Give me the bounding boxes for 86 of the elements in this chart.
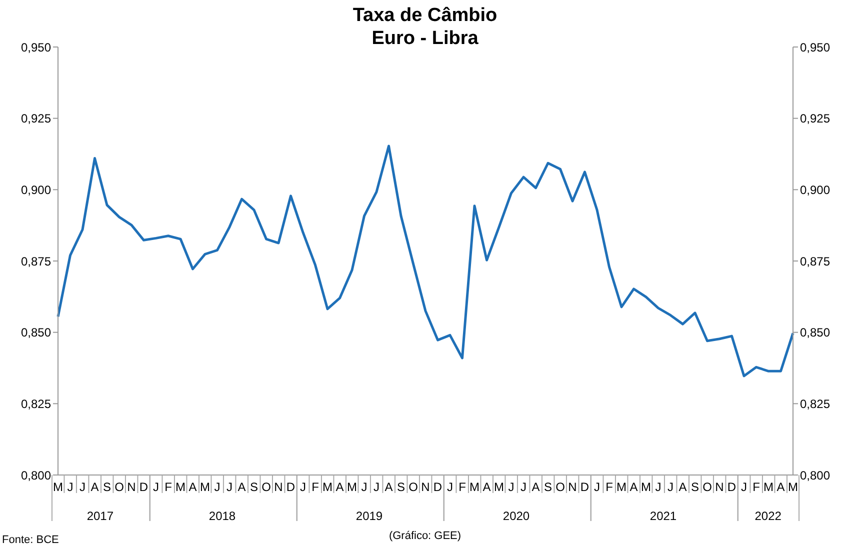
- x-tick-label: S: [102, 480, 112, 494]
- x-tick-label: M: [322, 480, 332, 494]
- x-tick-label: A: [532, 480, 540, 494]
- x-tick-label: O: [408, 480, 418, 494]
- x-tick-label: F: [312, 480, 319, 494]
- y2-tick-label: 0,950: [800, 40, 830, 54]
- x-tick-label: J: [447, 480, 453, 494]
- x-tick-label: A: [630, 480, 638, 494]
- y-tick-label: 0,850: [20, 326, 52, 340]
- y-tick-label: 0,900: [20, 182, 52, 197]
- x-tick-label: A: [678, 480, 687, 494]
- x-tick-label: J: [655, 480, 662, 494]
- x-tick-label: M: [200, 480, 210, 494]
- x-tick-label: M: [764, 480, 774, 494]
- source-note: Fonte: BCE: [2, 534, 59, 546]
- x-tick-label: M: [788, 480, 798, 494]
- x-tick-label: S: [396, 480, 406, 494]
- text: 2017: [86, 509, 114, 523]
- x-tick-label: J: [374, 480, 380, 494]
- x-tick-label: F: [752, 480, 760, 494]
- x-tick-label: A: [238, 480, 246, 494]
- x-tick-label: J: [520, 480, 526, 494]
- y2-tick-label: 0,900: [800, 182, 830, 197]
- x-tick-label: J: [300, 480, 306, 494]
- x-tick-label: A: [336, 480, 344, 494]
- x-tick-label: A: [776, 480, 785, 494]
- x-tick-label: J: [67, 480, 74, 494]
- x-tick-label: M: [347, 480, 357, 494]
- y-tick-label: 0,950: [20, 40, 52, 54]
- x-tick-label: F: [606, 480, 613, 494]
- y-tick-label: 0,800: [20, 468, 52, 482]
- text: 2020: [502, 509, 530, 523]
- x-tick-label: J: [80, 480, 86, 494]
- x-tick-label: N: [715, 480, 724, 494]
- x-tick-label: M: [53, 480, 63, 494]
- text: 2022: [754, 509, 782, 523]
- x-tick-label: J: [668, 480, 674, 494]
- x-tick-label: J: [214, 480, 220, 494]
- x-tick-label: D: [727, 480, 736, 494]
- x-tick-label: O: [556, 480, 565, 494]
- x-tick-label: J: [153, 480, 159, 494]
- x-tick-label: J: [226, 480, 232, 494]
- x-tick-label: A: [188, 480, 197, 494]
- chart-subtitle: Euro - Libra: [372, 28, 478, 49]
- text: 2019: [356, 509, 383, 523]
- text: 2018: [208, 509, 236, 523]
- x-tick-label: D: [433, 480, 442, 494]
- y-tick-label: 0,925: [20, 112, 52, 126]
- y2-tick-label: 0,925: [800, 112, 830, 126]
- x-tick-label: M: [616, 480, 626, 494]
- text: 2021: [650, 509, 677, 523]
- y2-tick-label: 0,850: [800, 326, 830, 340]
- x-tick-label: D: [139, 480, 148, 494]
- x-tick-label: D: [580, 480, 590, 494]
- x-tick-label: A: [90, 480, 99, 494]
- x-tick-label: A: [482, 480, 491, 494]
- x-tick-label: M: [176, 480, 186, 494]
- x-tick-label: M: [641, 480, 651, 494]
- chart-title: Taxa de Câmbio: [352, 4, 498, 27]
- x-tick-label: S: [690, 480, 700, 494]
- x-tick-label: M: [494, 480, 504, 494]
- x-tick-label: J: [741, 480, 747, 494]
- x-tick-label: O: [114, 480, 124, 494]
- x-tick-label: D: [286, 480, 296, 494]
- x-tick-label: J: [361, 480, 368, 494]
- x-tick-label: A: [384, 480, 393, 494]
- x-tick-label: S: [544, 480, 552, 494]
- text: (Gráfico: GEE): [388, 530, 462, 542]
- x-tick-label: N: [274, 480, 283, 494]
- y-tick-label: 0,825: [20, 396, 52, 411]
- x-tick-label: O: [262, 480, 271, 494]
- x-tick-label: F: [164, 480, 172, 494]
- y2-tick-label: 0,800: [800, 468, 830, 482]
- x-tick-label: N: [127, 480, 136, 494]
- y2-tick-label: 0,875: [800, 254, 830, 268]
- x-tick-label: N: [421, 480, 430, 494]
- x-tick-label: F: [458, 480, 466, 494]
- x-tick-label: M: [470, 480, 480, 494]
- line-series: [56, 144, 794, 378]
- x-tick-label: J: [594, 480, 600, 494]
- x-tick-label: N: [568, 480, 577, 494]
- y-tick-label: 0,875: [20, 254, 52, 268]
- x-tick-label: O: [702, 480, 712, 494]
- x-tick-label: S: [250, 480, 258, 494]
- x-tick-label: J: [508, 480, 514, 494]
- y2-tick-label: 0,825: [800, 396, 830, 411]
